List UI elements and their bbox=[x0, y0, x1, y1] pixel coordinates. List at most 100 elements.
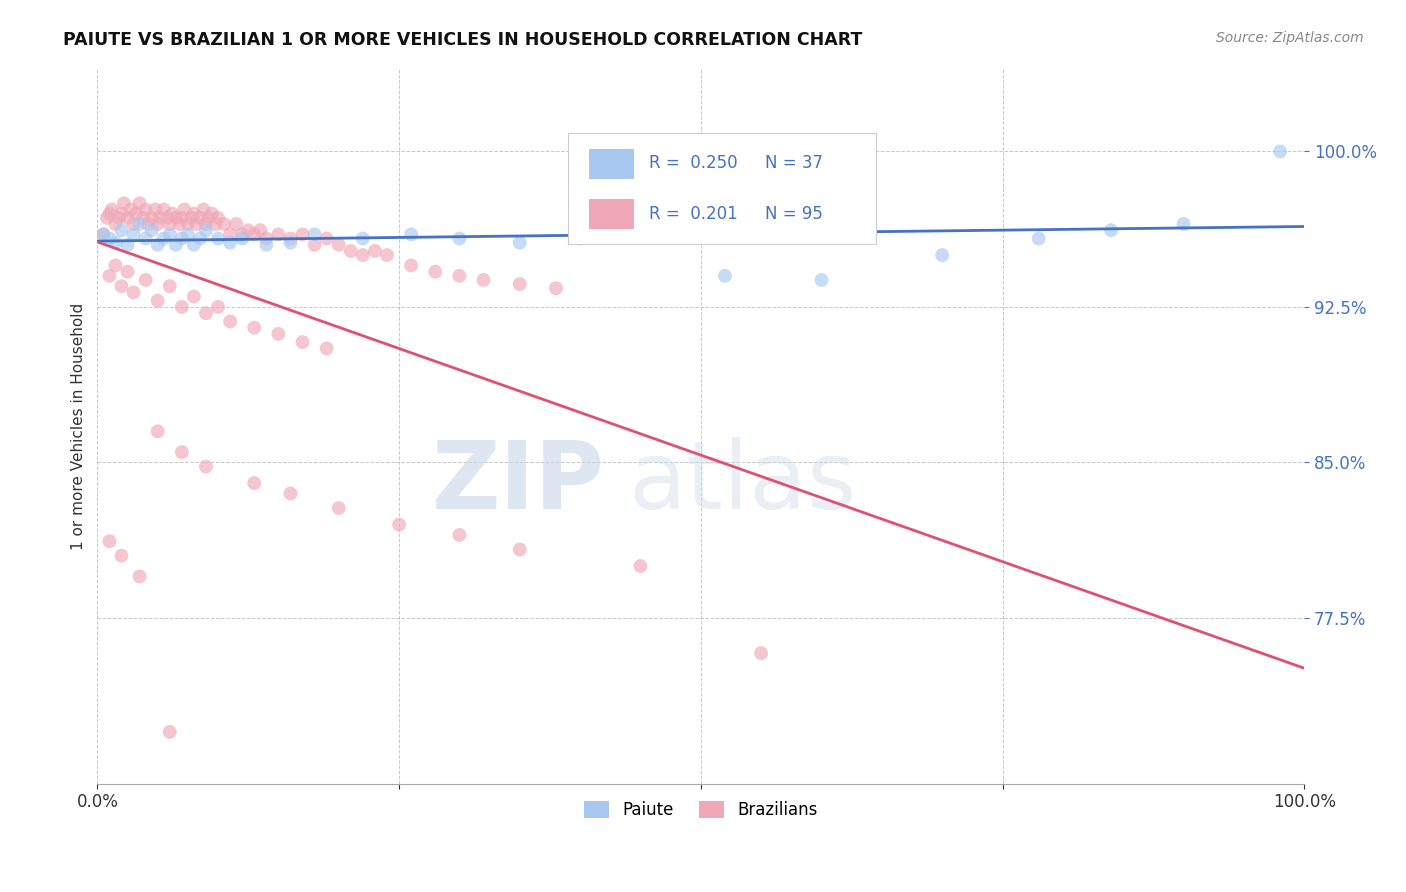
Point bbox=[219, 235, 242, 250]
Point bbox=[339, 244, 361, 258]
Point bbox=[630, 559, 652, 574]
Point bbox=[207, 300, 229, 314]
FancyBboxPatch shape bbox=[589, 149, 634, 179]
Point bbox=[509, 235, 531, 250]
Point bbox=[219, 314, 242, 328]
Point bbox=[186, 217, 208, 231]
Point bbox=[714, 268, 737, 283]
Point bbox=[249, 223, 271, 237]
Point bbox=[143, 202, 166, 217]
Point bbox=[96, 211, 118, 225]
Point bbox=[128, 217, 150, 231]
Point bbox=[399, 259, 422, 273]
Text: ZIP: ZIP bbox=[432, 437, 605, 529]
Point bbox=[112, 196, 135, 211]
Point bbox=[188, 231, 211, 245]
Point bbox=[749, 646, 772, 660]
Point bbox=[170, 300, 193, 314]
Point bbox=[120, 202, 142, 217]
Point bbox=[425, 265, 447, 279]
Text: R =  0.201: R = 0.201 bbox=[650, 204, 738, 223]
Point bbox=[152, 202, 174, 217]
Point bbox=[291, 227, 314, 242]
Point bbox=[98, 231, 121, 245]
Point bbox=[180, 211, 202, 225]
Text: Source: ZipAtlas.com: Source: ZipAtlas.com bbox=[1216, 31, 1364, 45]
Point bbox=[152, 231, 174, 245]
Point bbox=[328, 501, 350, 516]
Point bbox=[544, 281, 567, 295]
Point bbox=[188, 211, 211, 225]
Point bbox=[170, 211, 193, 225]
Point bbox=[449, 528, 471, 542]
Point bbox=[243, 320, 266, 334]
FancyBboxPatch shape bbox=[589, 200, 634, 229]
Point bbox=[159, 227, 181, 242]
Point bbox=[267, 227, 290, 242]
Point bbox=[177, 217, 200, 231]
Text: PAIUTE VS BRAZILIAN 1 OR MORE VEHICLES IN HOUSEHOLD CORRELATION CHART: PAIUTE VS BRAZILIAN 1 OR MORE VEHICLES I… bbox=[63, 31, 863, 49]
Point bbox=[328, 237, 350, 252]
Point bbox=[280, 231, 302, 245]
Point bbox=[225, 217, 247, 231]
Point bbox=[177, 227, 200, 242]
Point bbox=[108, 211, 131, 225]
Point bbox=[280, 486, 302, 500]
Point bbox=[280, 235, 302, 250]
Point bbox=[104, 217, 127, 231]
Point bbox=[204, 217, 226, 231]
Point bbox=[110, 223, 132, 237]
Point bbox=[315, 231, 337, 245]
Point bbox=[231, 227, 253, 242]
Point bbox=[93, 227, 115, 242]
Point bbox=[125, 207, 148, 221]
Point bbox=[201, 207, 224, 221]
Point bbox=[183, 207, 205, 221]
Point bbox=[141, 211, 163, 225]
Text: atlas: atlas bbox=[628, 437, 856, 529]
Point bbox=[104, 259, 127, 273]
Point bbox=[194, 459, 217, 474]
Point bbox=[170, 231, 193, 245]
Point bbox=[104, 235, 127, 250]
Point bbox=[399, 227, 422, 242]
Point bbox=[1268, 145, 1291, 159]
Point bbox=[128, 569, 150, 583]
Point bbox=[509, 542, 531, 557]
Point bbox=[98, 268, 121, 283]
Point bbox=[267, 326, 290, 341]
Point bbox=[101, 202, 124, 217]
Point bbox=[315, 342, 337, 356]
Point bbox=[110, 549, 132, 563]
Point bbox=[194, 217, 217, 231]
Point bbox=[183, 289, 205, 303]
Point bbox=[135, 231, 157, 245]
Text: N = 37: N = 37 bbox=[765, 154, 823, 172]
Point bbox=[231, 231, 253, 245]
Point bbox=[117, 237, 139, 252]
Point bbox=[212, 217, 235, 231]
Point bbox=[304, 237, 326, 252]
Point bbox=[141, 223, 163, 237]
Point bbox=[183, 237, 205, 252]
Point bbox=[1173, 217, 1195, 231]
Point bbox=[146, 237, 169, 252]
Point bbox=[122, 227, 145, 242]
Point bbox=[1028, 231, 1050, 245]
Point bbox=[219, 227, 242, 242]
FancyBboxPatch shape bbox=[568, 133, 876, 244]
Point bbox=[146, 425, 169, 439]
Point bbox=[159, 279, 181, 293]
Point bbox=[238, 223, 260, 237]
Point bbox=[449, 268, 471, 283]
Point bbox=[472, 273, 495, 287]
Point bbox=[169, 217, 191, 231]
Point bbox=[165, 237, 187, 252]
Point bbox=[117, 211, 139, 225]
Text: R =  0.250: R = 0.250 bbox=[650, 154, 738, 172]
Point bbox=[98, 534, 121, 549]
Legend: Paiute, Brazilians: Paiute, Brazilians bbox=[578, 794, 824, 825]
Point bbox=[149, 211, 172, 225]
Point bbox=[193, 202, 215, 217]
Point bbox=[243, 476, 266, 491]
